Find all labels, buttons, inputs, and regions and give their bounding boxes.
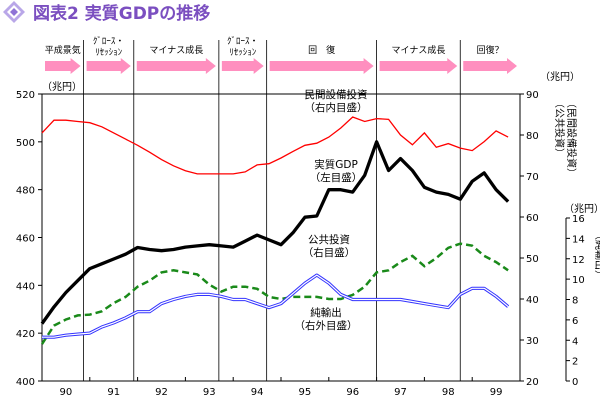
diamond-icon [3,1,25,23]
chart-title: 図表2 実質GDPの推移 [33,3,210,24]
x-tick-label: 92 [155,387,168,398]
phase-label: 回復？ [477,44,504,56]
right-tick-label: 30 [526,336,539,347]
right2-tick-label: 0 [572,377,578,388]
series-label-private_investment: 民間設備投資 [305,88,368,101]
phase-arrow [379,58,458,74]
series-real-gdp [40,140,510,325]
right2-tick-label: 14 [572,234,585,245]
left-axis-unit: （兆円） [42,81,82,93]
series-label-private_investment: （右内目盛） [305,101,368,114]
phase-band: 平成景気ｸﾞﾛｰｽ・ﾘｾｯｼｮﾝ マイナス成長ｸﾞﾛｰｽ・ﾘｾｯｼｮﾝ回 復マイナ… [45,36,517,74]
plot-border [41,93,521,382]
x-tick-label: 94 [251,387,264,398]
series-private-investment [41,116,509,175]
left-tick-label: 460 [16,234,35,245]
x-tick-label: 91 [107,387,120,398]
right-axis-unit: （兆円） [540,71,580,83]
phase-label: マイナス成長 [149,44,203,56]
left-tick-label: 520 [16,90,35,101]
phase-label: ｸﾞﾛｰｽ・ [227,36,259,47]
right2-axis-unit: （兆円） [564,203,600,215]
right2-tick-label: 4 [572,336,578,347]
plot-frame [41,40,521,382]
series-net-exports-core [42,274,509,338]
x-tick-label: 97 [394,387,407,398]
phase-label: マイナス成長 [392,44,446,56]
phase-label: 回 復 [308,44,335,56]
x-tick-label: 96 [346,387,359,398]
phase-arrow [269,58,374,74]
right-axis-label: （民間設備投資） [565,98,578,178]
series-public-investment [40,242,509,345]
x-tick-label: 98 [442,387,455,398]
right-tick-label: 90 [526,90,539,101]
series-labels: 民間設備投資（右内目盛） 実質GDP（左目盛） 公共投資（右目盛） 純輸出（右外目盛） [295,88,368,332]
series-label-real_gdp: 実質GDP [314,158,358,171]
phase-label: ｸﾞﾛｰｽ・ [93,36,125,47]
series-group [40,116,510,345]
right-tick-label: 50 [526,254,539,265]
axes: 400420440460480500520（兆円）203040506070809… [16,71,600,398]
series-label-real_gdp: （左目盛） [310,171,363,184]
right2-tick-label: 16 [572,214,585,225]
left-tick-label: 440 [16,281,35,292]
series-label-net_exports: 純輸出 [310,306,342,319]
right-tick-label: 40 [526,295,539,306]
right2-axis-label: （純輸出） [593,230,600,280]
right-tick-label: 20 [526,377,539,388]
right2-tick-label: 2 [572,357,578,368]
phase-label: ﾘｾｯｼｮﾝ [95,47,123,58]
right2-tick-label: 6 [572,316,578,327]
right-tick-label: 80 [526,131,539,142]
right-tick-label: 60 [526,213,539,224]
x-tick-label: 90 [60,387,73,398]
left-tick-label: 400 [16,377,35,388]
phase-arrow [463,58,517,74]
series-label-public_investment: （右目盛） [303,246,356,259]
x-tick-label: 99 [490,387,503,398]
left-tick-label: 480 [16,186,35,197]
phase-label: 平成景気 [45,44,81,56]
left-tick-label: 500 [16,138,35,149]
right-axis-label: （公共投資） [553,98,566,158]
phase-arrow [221,58,264,74]
x-tick-label: 93 [203,387,216,398]
right2-tick-label: 12 [572,255,585,266]
left-tick-label: 420 [16,329,35,340]
phase-arrow [45,58,81,74]
x-tick-label: 95 [299,387,312,398]
right2-tick-label: 8 [572,296,578,307]
series-label-net_exports: （右外目盛） [295,319,358,332]
phase-arrow [136,58,216,74]
phase-arrow [86,58,131,74]
right-tick-label: 70 [526,172,539,183]
phase-label: ﾘｾｯｼｮﾝ [229,47,257,58]
series-label-public_investment: 公共投資 [308,233,350,246]
chart-title-group: 図表2 実質GDPの推移 [3,1,210,24]
right2-tick-label: 10 [572,275,585,286]
